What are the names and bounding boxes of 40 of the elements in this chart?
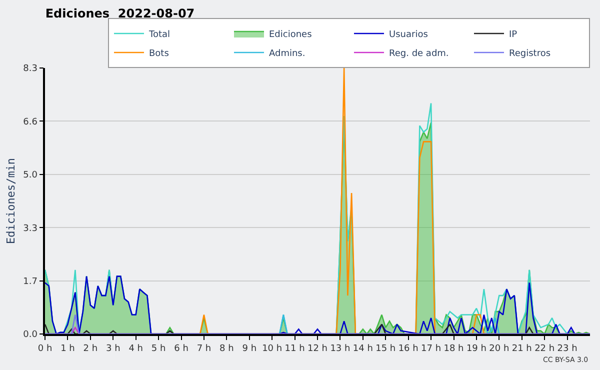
x-tick-label: 16 h — [398, 344, 418, 354]
x-tick-label: 10 h — [262, 344, 282, 354]
x-tick-label: 3 h — [106, 344, 120, 354]
legend-label: Usuarios — [389, 30, 428, 40]
legend-label: Total — [148, 30, 170, 40]
y-axis-title: Ediciones/min — [4, 158, 18, 244]
x-tick-label: 19 h — [466, 344, 486, 354]
x-tick-label: 7 h — [196, 344, 212, 354]
x-tick-label: 18 h — [444, 344, 464, 354]
x-tick-label: 17 h — [421, 344, 442, 354]
legend-label: IP — [509, 30, 518, 40]
x-tick-label: 13 h — [330, 344, 350, 354]
x-tick-label: 9 h — [242, 344, 257, 354]
x-tick-label: 5 h — [151, 344, 166, 354]
x-tick-label: 0 h — [38, 344, 52, 354]
x-tick-label: 14 h — [352, 344, 373, 354]
y-tick-label: 8.3 — [23, 64, 38, 74]
legend-label: Ediciones — [269, 30, 312, 40]
x-tick-label: 1 h — [60, 344, 75, 354]
x-tick-label: 22 h — [534, 344, 555, 354]
legend-label: Bots — [149, 49, 170, 60]
y-tick-label: 1.7 — [23, 276, 38, 287]
legend-label: Reg. de adm. — [389, 49, 449, 60]
x-tick-label: 15 h — [376, 344, 396, 354]
y-tick-label: 0.0 — [23, 330, 38, 340]
x-tick-label: 21 h — [512, 344, 532, 354]
x-tick-label: 2 h — [83, 344, 98, 354]
x-tick-label: 23 h — [557, 344, 578, 354]
legend-label: Admins. — [269, 49, 306, 60]
y-tick-label: 6.6 — [23, 117, 38, 128]
x-tick-label: 12 h — [307, 344, 328, 354]
legend-label: Registros — [509, 49, 551, 60]
x-tick-label: 11 h — [284, 344, 305, 354]
y-tick-label: 5.0 — [23, 170, 38, 181]
x-tick-label: 6 h — [174, 344, 188, 354]
x-tick-label: 20 h — [489, 344, 510, 354]
chart-title: Ediciones 2022-08-07 — [45, 6, 195, 21]
y-tick-label: 3.3 — [23, 224, 38, 234]
x-tick-label: 4 h — [128, 344, 143, 354]
x-tick-label: 8 h — [220, 344, 234, 354]
